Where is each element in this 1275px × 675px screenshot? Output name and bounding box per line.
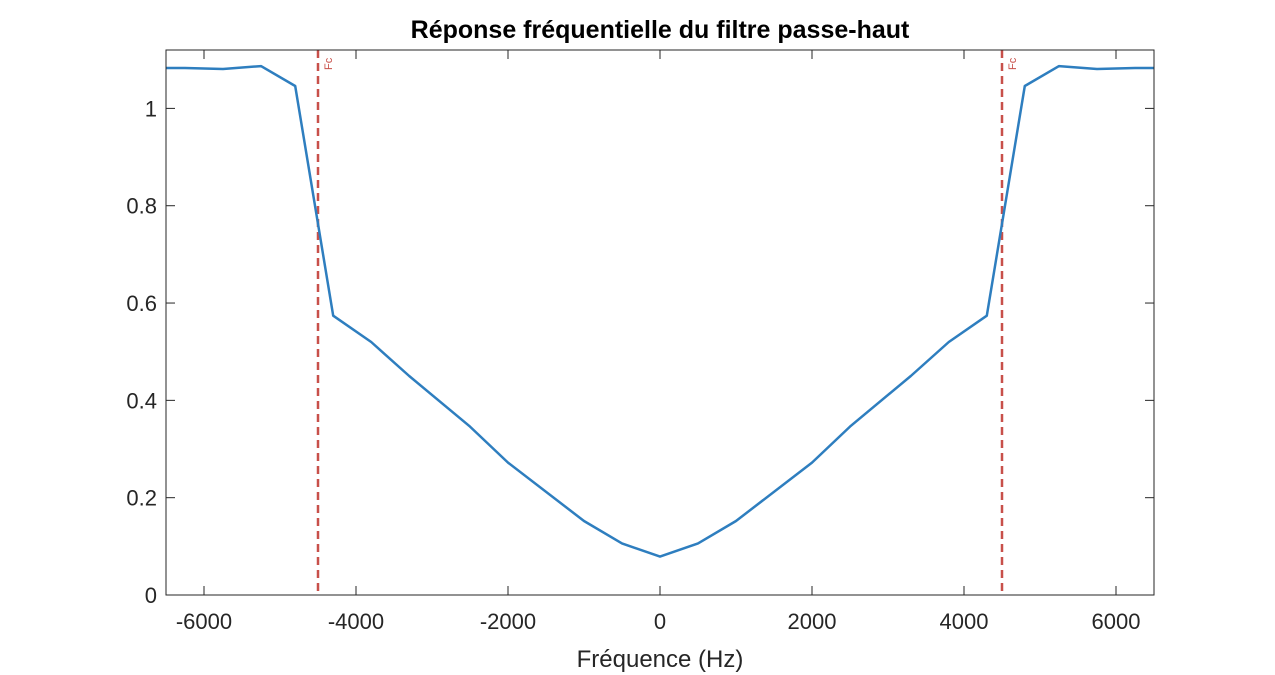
cutoff-label-2: Fc — [1007, 57, 1019, 70]
x-tick-label: -6000 — [176, 609, 232, 634]
tick-labels: -6000 -4000 -2000 0 2000 4000 6000 0 0.2 0.4 0.6 0.… — [126, 96, 1140, 634]
y-tick-label: 0.6 — [126, 291, 157, 316]
chart-title: Réponse fréquentielle du filtre passe-ha… — [411, 16, 910, 44]
x-tick-label: 4000 — [940, 609, 989, 634]
cutoff-label-1: Fc — [323, 57, 335, 70]
y-tick-label: 0.8 — [126, 194, 157, 219]
series-line-1 — [166, 64, 1154, 558]
cutoff-markers: Fc Fc — [316, 50, 1019, 595]
x-tick-label: 6000 — [1092, 609, 1141, 634]
x-tick-label: 2000 — [788, 609, 837, 634]
x-axis-label: Fréquence (Hz) — [577, 646, 744, 673]
y-tick-label: 0.4 — [126, 388, 157, 413]
x-tick-label: 0 — [654, 609, 666, 634]
axes — [165, 49, 1155, 596]
y-tick-label: 0.2 — [126, 486, 157, 511]
plot-area — [166, 50, 1154, 595]
y-tick-label: 0 — [145, 583, 157, 608]
y-tick-label: 1 — [145, 96, 157, 121]
x-tick-label: -4000 — [328, 609, 384, 634]
x-tick-label: -2000 — [480, 609, 536, 634]
series-layer — [166, 64, 1154, 558]
